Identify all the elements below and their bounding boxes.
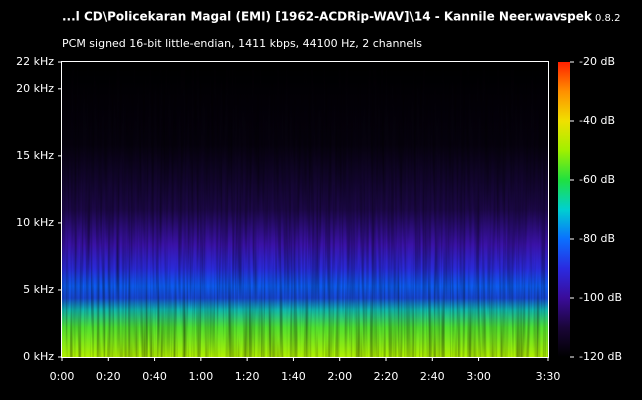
x-tick-label: 2:00	[327, 370, 352, 383]
x-tick-label: 0:40	[142, 370, 167, 383]
plot-frame	[61, 61, 549, 358]
colorbar-tick-label: -20 dB	[579, 55, 615, 68]
y-tick-label: 5 kHz	[23, 283, 54, 296]
file-title: ...l CD\Policekaran Magal (EMI) [1962-AC…	[62, 10, 561, 24]
app-version: 0.8.2	[595, 13, 620, 24]
colorbar	[558, 62, 570, 357]
y-tick-label: 20 kHz	[16, 82, 54, 95]
app-name: spek	[560, 10, 593, 24]
y-tick-label: 0 kHz	[23, 350, 54, 363]
x-tick-label: 2:20	[374, 370, 399, 383]
colorbar-tick-label: -40 dB	[579, 114, 615, 127]
x-tick-label: 1:00	[189, 370, 214, 383]
colorbar-tick-label: -120 dB	[579, 350, 622, 363]
x-tick-label: 3:00	[466, 370, 491, 383]
y-tick-label: 10 kHz	[16, 216, 54, 229]
x-tick-label: 1:40	[281, 370, 306, 383]
subtitle: PCM signed 16-bit little-endian, 1411 kb…	[62, 37, 422, 50]
y-tick-label: 22 kHz	[16, 55, 54, 68]
colorbar-tick-label: -60 dB	[579, 173, 615, 186]
spectrogram	[62, 62, 548, 357]
x-tick-label: 0:20	[96, 370, 121, 383]
x-tick-label: 0:00	[50, 370, 75, 383]
y-tick-label: 15 kHz	[16, 149, 54, 162]
colorbar-tick-label: -100 dB	[579, 291, 622, 304]
colorbar-tick-label: -80 dB	[579, 232, 615, 245]
x-tick-label: 3:30	[536, 370, 561, 383]
x-tick-label: 1:20	[235, 370, 260, 383]
x-tick-label: 2:40	[420, 370, 445, 383]
